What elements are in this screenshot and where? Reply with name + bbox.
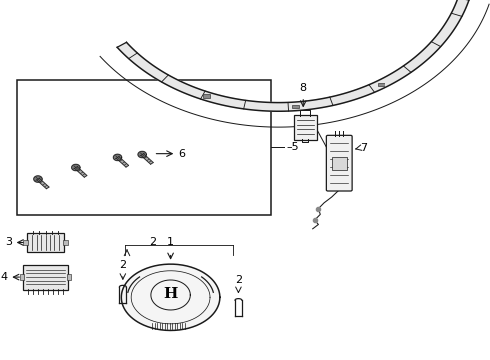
Bar — [67, 274, 71, 280]
Text: 1: 1 — [167, 237, 174, 247]
FancyBboxPatch shape — [294, 115, 317, 140]
Bar — [203, 94, 210, 98]
Text: –5: –5 — [286, 142, 299, 152]
Text: 7: 7 — [360, 143, 367, 153]
FancyBboxPatch shape — [23, 265, 69, 289]
Bar — [63, 240, 68, 245]
Text: 6: 6 — [178, 149, 185, 159]
Text: 2: 2 — [119, 260, 126, 270]
Polygon shape — [116, 157, 128, 167]
Text: H: H — [163, 287, 178, 301]
Bar — [292, 105, 299, 108]
Text: 8: 8 — [300, 83, 307, 93]
Text: 2: 2 — [235, 275, 242, 285]
Text: 3: 3 — [5, 238, 12, 247]
Polygon shape — [113, 154, 122, 161]
Text: 2: 2 — [149, 237, 156, 247]
Bar — [142, 64, 149, 68]
Text: 4: 4 — [0, 272, 8, 282]
Polygon shape — [37, 178, 49, 189]
Bar — [20, 274, 24, 280]
Polygon shape — [74, 167, 87, 177]
Bar — [23, 240, 28, 245]
FancyBboxPatch shape — [326, 135, 352, 191]
Polygon shape — [122, 264, 220, 330]
Bar — [17, 80, 271, 215]
Bar — [332, 157, 346, 170]
Bar — [441, 33, 447, 36]
Polygon shape — [117, 0, 469, 111]
Polygon shape — [72, 164, 80, 171]
FancyBboxPatch shape — [27, 233, 64, 252]
Polygon shape — [141, 154, 153, 164]
Polygon shape — [138, 151, 147, 158]
Bar — [378, 82, 385, 86]
Polygon shape — [34, 176, 42, 182]
